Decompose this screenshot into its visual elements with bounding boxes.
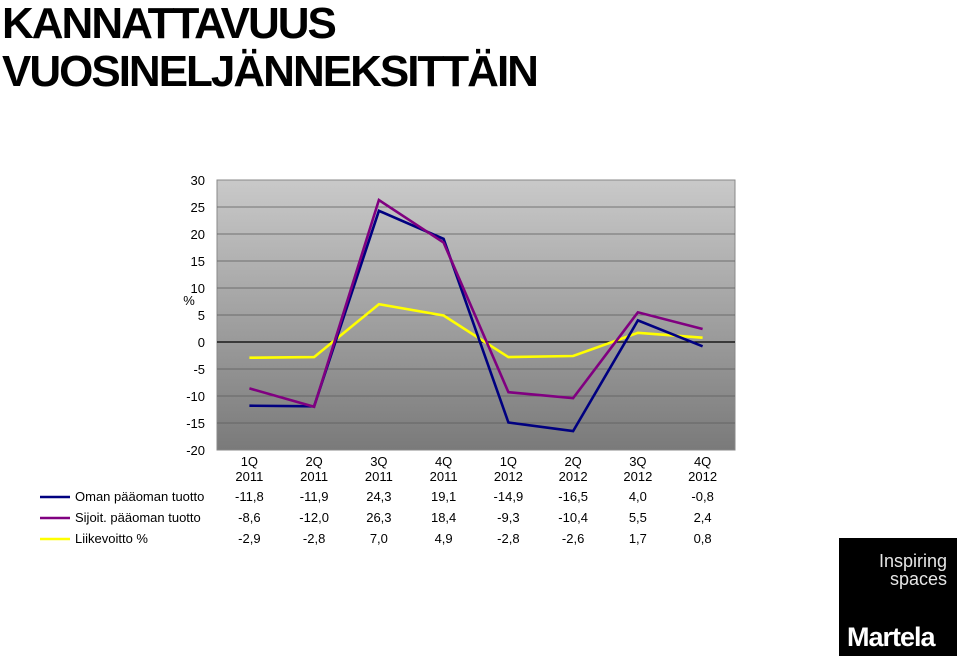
y-tick-label: 15 bbox=[191, 254, 205, 269]
logo-tagline-line-2: spaces bbox=[889, 569, 947, 589]
martela-logo: Inspiring spaces Martela bbox=[839, 538, 957, 656]
x-tick-label-quarter: 2Q bbox=[305, 454, 322, 469]
x-tick-label-year: 2012 bbox=[688, 469, 717, 484]
title-line-2: VUOSINELJÄNNEKSITTÄIN bbox=[2, 47, 539, 96]
data-value: 7,0 bbox=[370, 531, 388, 546]
data-value: 2,4 bbox=[694, 510, 712, 525]
data-value: 26,3 bbox=[366, 510, 391, 525]
logo-tagline-line-1: Inspiring bbox=[878, 551, 947, 571]
x-tick-label-quarter: 1Q bbox=[500, 454, 517, 469]
data-value: 18,4 bbox=[431, 510, 456, 525]
series-name: Sijoit. pääoman tuotto bbox=[75, 510, 201, 525]
data-value: 5,5 bbox=[629, 510, 647, 525]
data-value: 4,9 bbox=[435, 531, 453, 546]
x-tick-label-quarter: 3Q bbox=[629, 454, 646, 469]
x-tick-label-year: 2011 bbox=[300, 469, 328, 484]
data-value: -2,8 bbox=[497, 531, 519, 546]
x-tick-label-year: 2012 bbox=[559, 469, 588, 484]
data-value: -9,3 bbox=[497, 510, 519, 525]
data-value: -16,5 bbox=[558, 489, 588, 504]
y-tick-label: 20 bbox=[191, 227, 205, 242]
logo-name: Martela bbox=[847, 622, 936, 652]
data-value: -0,8 bbox=[691, 489, 713, 504]
data-value: 19,1 bbox=[431, 489, 456, 504]
data-value: -8,6 bbox=[238, 510, 260, 525]
x-tick-label-quarter: 3Q bbox=[370, 454, 387, 469]
data-value: 24,3 bbox=[366, 489, 391, 504]
y-tick-label: -10 bbox=[186, 389, 205, 404]
data-value: -2,8 bbox=[303, 531, 325, 546]
x-tick-label-year: 2011 bbox=[430, 469, 458, 484]
logo-tagline: Inspiring spaces bbox=[839, 552, 947, 588]
data-value: 0,8 bbox=[694, 531, 712, 546]
data-value: 1,7 bbox=[629, 531, 647, 546]
y-tick-label: 30 bbox=[191, 173, 205, 188]
series-line bbox=[249, 197, 703, 409]
y-tick-label: -20 bbox=[186, 443, 205, 458]
data-value: -2,6 bbox=[562, 531, 584, 546]
x-tick-label-year: 2012 bbox=[623, 469, 652, 484]
gridlines bbox=[217, 206, 735, 424]
data-value: -14,9 bbox=[494, 489, 524, 504]
y-tick-label: 5 bbox=[198, 308, 205, 323]
data-value: -2,9 bbox=[238, 531, 260, 546]
y-tick-label: 0 bbox=[198, 335, 205, 350]
series-name: Oman pääoman tuotto bbox=[75, 489, 204, 504]
x-tick-label-quarter: 4Q bbox=[435, 454, 452, 469]
y-tick-label: 10 bbox=[191, 281, 205, 296]
title-line-1: KANNATTAVUUS bbox=[2, 0, 337, 48]
x-tick-label-year: 2012 bbox=[494, 469, 523, 484]
y-tick-label: 25 bbox=[191, 200, 205, 215]
data-table: Oman pääoman tuotto -11,8 -11,9 24,3 19,1 -14… bbox=[40, 489, 714, 546]
data-value: -10,4 bbox=[558, 510, 588, 525]
data-value: -12,0 bbox=[299, 510, 329, 525]
y-axis-label: % bbox=[183, 293, 195, 308]
data-value: -11,8 bbox=[235, 489, 264, 504]
x-tick-label-year: 2011 bbox=[365, 469, 393, 484]
series-lines bbox=[249, 197, 704, 433]
page-title: KANNATTAVUUS VUOSINELJÄNNEKSITTÄIN bbox=[2, 0, 539, 96]
x-tick-label-quarter: 1Q bbox=[241, 454, 258, 469]
data-value: 4,0 bbox=[629, 489, 647, 504]
x-tick-label-quarter: 4Q bbox=[694, 454, 711, 469]
series-name: Liikevoitto % bbox=[75, 531, 148, 546]
x-tick-label-quarter: 2Q bbox=[564, 454, 581, 469]
data-value: -11,9 bbox=[300, 489, 329, 504]
x-tick-label-year: 2011 bbox=[235, 469, 263, 484]
axes: 302520151050-5-10-15-20%1Q20112Q20113Q20… bbox=[183, 173, 717, 484]
y-tick-label: -15 bbox=[186, 416, 205, 431]
y-tick-label: -5 bbox=[193, 362, 205, 377]
